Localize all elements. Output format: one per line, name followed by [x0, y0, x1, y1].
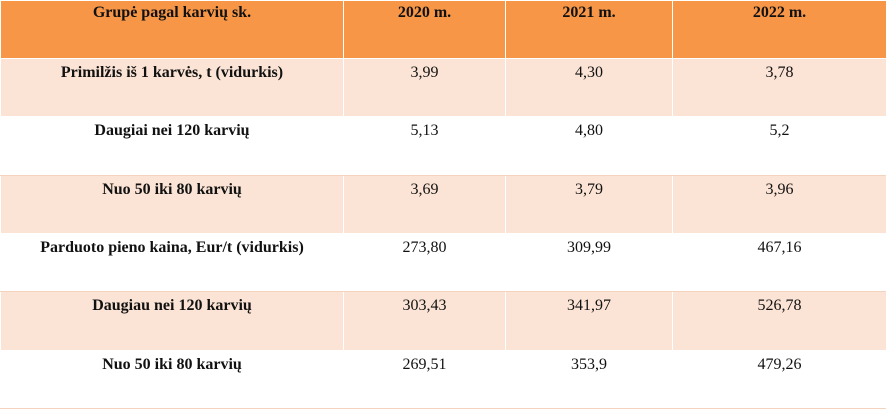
header-cell: 2020 m. — [343, 0, 506, 59]
table-row: Nuo 50 iki 80 karvių 3,69 3,79 3,96 — [0, 174, 886, 234]
row-label: Nuo 50 iki 80 karvių — [0, 349, 344, 409]
table-row: Daugiai nei 120 karvių 5,13 4,80 5,2 — [0, 116, 886, 176]
value-cell: 5,2 — [672, 116, 886, 176]
value-cell: 303,43 — [343, 291, 506, 351]
header-cell: Grupė pagal karvių sk. — [0, 0, 344, 59]
value-cell: 353,9 — [505, 349, 673, 409]
row-label: Daugiai nei 120 karvių — [0, 116, 344, 176]
value-cell: 3,99 — [343, 57, 506, 118]
value-cell: 4,30 — [505, 57, 673, 118]
table-body: Primilžis iš 1 karvės, t (vidurkis) 3,99 4… — [0, 57, 886, 409]
row-label: Nuo 50 iki 80 karvių — [0, 174, 344, 234]
value-cell: 526,78 — [672, 291, 886, 351]
table-row: Primilžis iš 1 karvės, t (vidurkis) 3,99 4… — [0, 57, 886, 118]
value-cell: 467,16 — [672, 232, 886, 293]
header-row: Grupė pagal karvių sk. 2020 m. 2021 m. 2022… — [0, 0, 886, 59]
value-cell: 3,79 — [505, 174, 673, 234]
table-row: Parduoto pieno kaina, Eur/t (vidurkis) 27… — [0, 232, 886, 293]
value-cell: 3,69 — [343, 174, 506, 234]
value-cell: 273,80 — [343, 232, 506, 293]
table-row: Daugiau nei 120 karvių 303,43 341,97 526,78 — [0, 291, 886, 351]
value-cell: 341,97 — [505, 291, 673, 351]
row-label: Daugiau nei 120 karvių — [0, 291, 344, 351]
table-row: Nuo 50 iki 80 karvių 269,51 353,9 479,26 — [0, 349, 886, 409]
value-cell: 309,99 — [505, 232, 673, 293]
value-cell: 5,13 — [343, 116, 506, 176]
header-cell: 2022 m. — [672, 0, 886, 59]
value-cell: 269,51 — [343, 349, 506, 409]
header-cell: 2021 m. — [505, 0, 673, 59]
value-cell: 3,78 — [672, 57, 886, 118]
value-cell: 4,80 — [505, 116, 673, 176]
row-label: Primilžis iš 1 karvės, t (vidurkis) — [0, 57, 344, 118]
value-cell: 479,26 — [672, 349, 886, 409]
row-label: Parduoto pieno kaina, Eur/t (vidurkis) — [0, 232, 344, 293]
value-cell: 3,96 — [672, 174, 886, 234]
